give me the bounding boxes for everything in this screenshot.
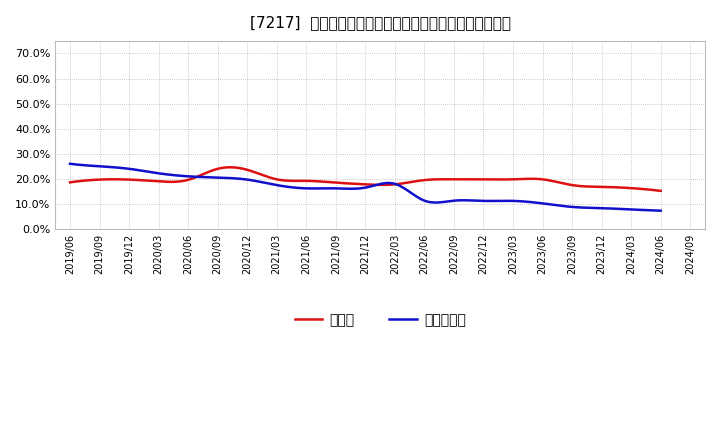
有利子負債 bbox=[601, 205, 610, 211]
有利子負債 bbox=[418, 197, 426, 202]
現頃金 bbox=[419, 177, 428, 183]
Title: [7217]  現頃金、有利子負債の総資産に対する比率の推移: [7217] 現頃金、有利子負債の総資産に対する比率の推移 bbox=[250, 15, 510, 30]
有利子負債 bbox=[564, 204, 572, 209]
現頃金 bbox=[68, 180, 76, 185]
現頃金 bbox=[603, 184, 612, 190]
現頃金 bbox=[66, 180, 74, 185]
有利子負債 bbox=[657, 208, 665, 213]
Line: 現頃金: 現頃金 bbox=[70, 167, 661, 191]
有利子負債 bbox=[68, 161, 76, 167]
現頃金 bbox=[225, 165, 234, 170]
有利子負債 bbox=[66, 161, 74, 166]
有利子負債 bbox=[427, 200, 436, 205]
Line: 有利子負債: 有利子負債 bbox=[70, 164, 661, 211]
現頃金 bbox=[657, 188, 665, 194]
現頃金 bbox=[429, 177, 438, 182]
現頃金 bbox=[565, 182, 574, 187]
有利子負債 bbox=[415, 196, 424, 201]
現頃金 bbox=[418, 178, 426, 183]
Legend: 現頃金, 有利子負債: 現頃金, 有利子負債 bbox=[289, 308, 472, 333]
